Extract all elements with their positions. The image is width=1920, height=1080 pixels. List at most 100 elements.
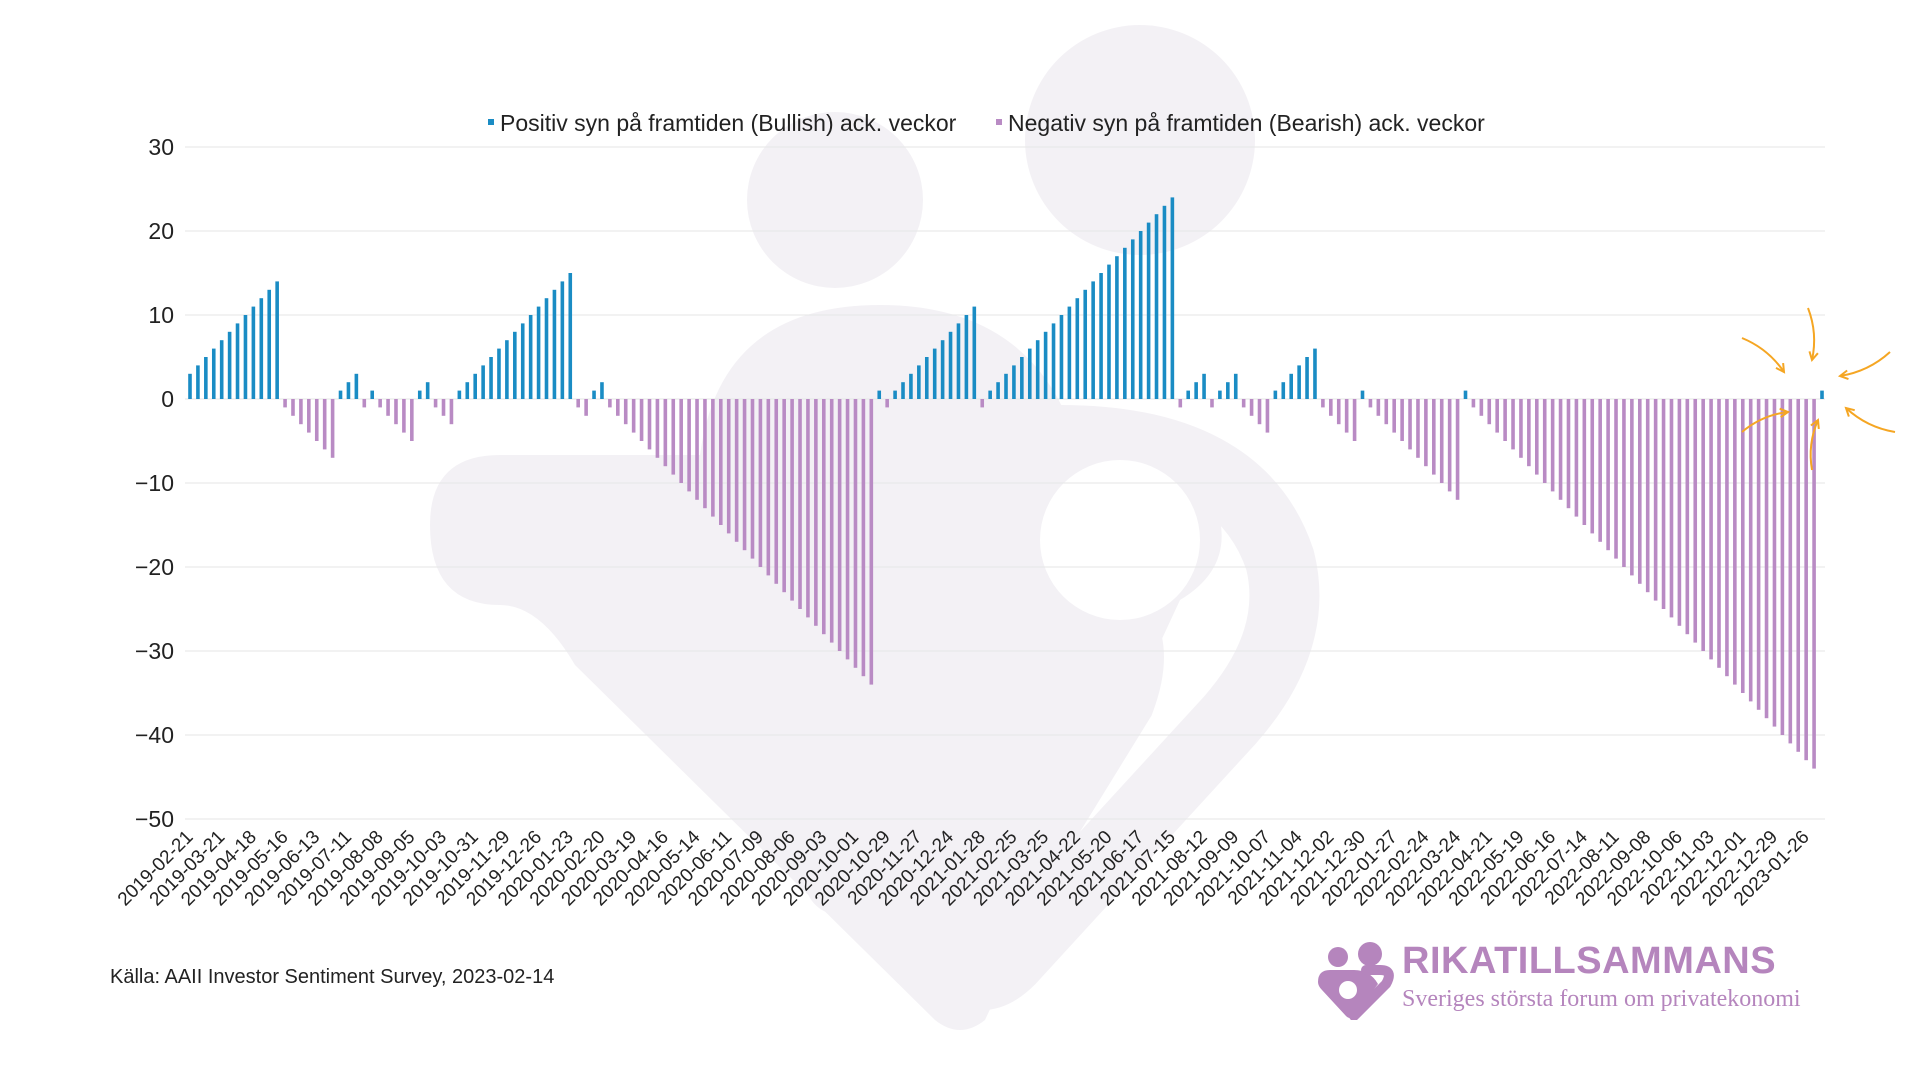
bar-bullish [1004, 373, 1008, 399]
bar-bearish [1519, 399, 1523, 458]
bar-bearish [821, 399, 826, 635]
bar-bearish [1685, 399, 1690, 635]
bar-bullish [196, 365, 200, 399]
bar-bearish [362, 399, 367, 408]
highlight-arrowhead [1810, 418, 1820, 430]
y-tick-label: −50 [135, 806, 174, 832]
bar-bullish [1059, 315, 1064, 399]
highlight-arrowhead [1837, 369, 1849, 380]
bar-bearish [869, 399, 874, 685]
bar-bearish [655, 399, 660, 458]
bar-bearish [1527, 399, 1531, 467]
bar-bearish [1772, 399, 1777, 727]
bar-bullish [338, 390, 343, 399]
bar-bearish [719, 399, 723, 525]
bar-bearish [1669, 399, 1674, 618]
bar-bullish [1170, 197, 1175, 399]
watermark-logo [430, 25, 1320, 1030]
bar-bearish [1637, 399, 1642, 584]
legend-bearish-swatch [996, 119, 1002, 125]
bar-bearish [1329, 399, 1333, 416]
bar-bearish [402, 399, 406, 433]
bar-bullish [520, 323, 525, 399]
bar-bullish [560, 281, 565, 399]
bar-bullish [465, 382, 470, 399]
bar-bullish [1043, 331, 1048, 399]
highlight-arrow [1839, 351, 1891, 377]
bar-bullish [1233, 373, 1238, 399]
bar-bearish [1566, 399, 1571, 509]
bar-bearish [806, 399, 810, 618]
legend-bullish-label: Positiv syn på framtiden (Bullish) ack. … [500, 110, 957, 136]
bar-bearish [410, 399, 414, 441]
bar-bullish [948, 331, 953, 399]
bar-bullish [227, 331, 232, 399]
bar-bullish [909, 373, 913, 399]
bar-bullish [243, 315, 248, 399]
bar-bearish [576, 399, 580, 408]
bar-bearish [1352, 399, 1357, 441]
bar-bullish [528, 315, 533, 399]
bar-bullish [544, 298, 549, 399]
bar-bearish [1804, 399, 1808, 761]
bar-bearish [980, 399, 985, 408]
bar-bullish [1162, 205, 1167, 399]
bar-bearish [711, 399, 715, 517]
bar-bearish [829, 399, 834, 643]
brand-logo: RIKATILLSAMMANS Sveriges största forum o… [1308, 940, 1828, 1020]
bar-bullish [1194, 382, 1198, 399]
y-tick-label: −20 [135, 554, 174, 580]
bar-bearish [386, 399, 390, 416]
bar-bullish [1289, 373, 1293, 399]
bar-bearish [330, 399, 335, 458]
bar-bullish [251, 306, 256, 399]
bar-bearish [1439, 399, 1444, 483]
bar-bullish [552, 289, 557, 399]
bar-bearish [1780, 399, 1785, 735]
bar-bearish [299, 399, 303, 425]
bar-bearish [885, 399, 889, 408]
bar-bearish [1622, 399, 1626, 567]
highlight-arrowhead [1775, 362, 1786, 374]
bar-bearish [1709, 399, 1713, 660]
highlight-arrowhead [1779, 407, 1791, 419]
highlight-arrow [1741, 411, 1789, 433]
bar-bullish [1305, 357, 1309, 399]
brand-mark-icon [1318, 942, 1394, 1020]
bar-bearish [1653, 399, 1658, 601]
bar-bearish [322, 399, 327, 450]
bar-bullish [489, 357, 493, 399]
bar-bearish [1693, 399, 1698, 643]
bar-bearish [283, 399, 287, 408]
legend-bullish-swatch [488, 119, 494, 125]
y-tick-label: −40 [135, 722, 174, 748]
bar-bullish [1091, 281, 1095, 399]
x-axis: 2019-02-212019-03-212019-04-182019-05-16… [114, 826, 1814, 910]
bar-bullish [877, 390, 882, 399]
bar-bearish [1368, 399, 1373, 408]
highlight-arrow [1845, 407, 1896, 433]
legend-bearish-label: Negativ syn på framtiden (Bearish) ack. … [1008, 110, 1485, 136]
bar-bullish [370, 390, 375, 399]
bar-bearish [1400, 399, 1404, 441]
bar-bearish [1812, 399, 1816, 769]
y-tick-label: 0 [161, 386, 174, 412]
bar-bullish [1083, 289, 1088, 399]
bar-bearish [1455, 399, 1460, 500]
bar-bullish [1035, 340, 1040, 399]
bar-bearish [814, 399, 818, 626]
bar-bullish [457, 390, 462, 399]
bar-bullish [235, 323, 240, 399]
bar-bullish [211, 348, 216, 399]
bar-bearish [1249, 399, 1254, 416]
bar-bearish [766, 399, 771, 576]
bar-bearish [291, 399, 295, 416]
y-tick-label: −10 [135, 470, 174, 496]
bar-bearish [1511, 399, 1515, 450]
bar-bearish [1384, 399, 1389, 425]
bar-bullish [513, 331, 517, 399]
bar-bullish [204, 357, 208, 399]
bar-bullish [972, 306, 977, 399]
bar-bullish [497, 348, 501, 399]
